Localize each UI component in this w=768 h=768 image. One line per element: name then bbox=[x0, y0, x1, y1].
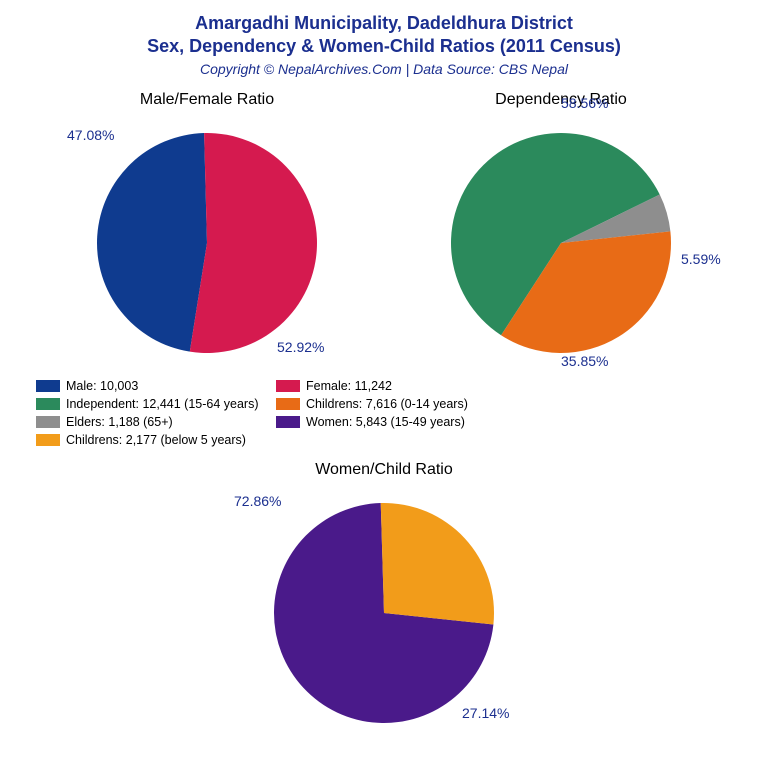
pie-slice bbox=[381, 503, 494, 624]
sex-ratio-chart: Male/Female Ratio 47.08%52.92% bbox=[37, 91, 377, 373]
sex-pie: 47.08%52.92% bbox=[77, 113, 337, 373]
dependency-pie: 58.56%5.59%35.85% bbox=[431, 113, 691, 373]
legend-item: Female: 11,242 bbox=[276, 379, 516, 393]
legend-label: Childrens: 7,616 (0-14 years) bbox=[306, 397, 468, 411]
womenchild-pie: 72.86%27.14% bbox=[254, 483, 514, 743]
pie-slice-label: 47.08% bbox=[67, 127, 114, 143]
pie-slice-label: 35.85% bbox=[561, 353, 608, 369]
dependency-ratio-chart: Dependency Ratio 58.56%5.59%35.85% bbox=[391, 91, 731, 373]
sex-chart-title: Male/Female Ratio bbox=[37, 91, 377, 109]
legend-label: Childrens: 2,177 (below 5 years) bbox=[66, 433, 246, 447]
legend-item: Childrens: 2,177 (below 5 years) bbox=[36, 433, 276, 447]
pie-slice-label: 58.56% bbox=[561, 95, 608, 111]
legend-label: Male: 10,003 bbox=[66, 379, 138, 393]
legend: Male: 10,003 Female: 11,242 Independent: 1… bbox=[0, 373, 768, 451]
legend-label: Female: 11,242 bbox=[306, 379, 392, 393]
pie-slice-label: 5.59% bbox=[681, 251, 721, 267]
legend-item: Childrens: 7,616 (0-14 years) bbox=[276, 397, 516, 411]
womenchild-chart-title: Women/Child Ratio bbox=[214, 461, 554, 479]
legend-swatch bbox=[36, 416, 60, 428]
pie-slice bbox=[97, 133, 207, 352]
page-subtitle: Copyright © NepalArchives.Com | Data Sou… bbox=[0, 61, 768, 77]
legend-swatch bbox=[276, 380, 300, 392]
legend-item: Male: 10,003 bbox=[36, 379, 276, 393]
legend-label: Independent: 12,441 (15-64 years) bbox=[66, 397, 259, 411]
page-title-line2: Sex, Dependency & Women-Child Ratios (20… bbox=[0, 35, 768, 58]
legend-swatch bbox=[276, 416, 300, 428]
page-title-line1: Amargadhi Municipality, Dadeldhura Distr… bbox=[0, 12, 768, 35]
top-charts-row: Male/Female Ratio 47.08%52.92% Dependenc… bbox=[0, 91, 768, 373]
legend-swatch bbox=[36, 380, 60, 392]
pie-slice-label: 27.14% bbox=[462, 705, 509, 721]
women-child-chart: Women/Child Ratio 72.86%27.14% bbox=[214, 461, 554, 743]
legend-item: Independent: 12,441 (15-64 years) bbox=[36, 397, 276, 411]
pie-slice-label: 52.92% bbox=[277, 339, 324, 355]
pie-slice bbox=[190, 133, 317, 353]
legend-label: Women: 5,843 (15-49 years) bbox=[306, 415, 465, 429]
legend-swatch bbox=[276, 398, 300, 410]
legend-item: Elders: 1,188 (65+) bbox=[36, 415, 276, 429]
title-block: Amargadhi Municipality, Dadeldhura Distr… bbox=[0, 0, 768, 77]
legend-swatch bbox=[36, 398, 60, 410]
pie-slice-label: 72.86% bbox=[234, 493, 281, 509]
legend-label: Elders: 1,188 (65+) bbox=[66, 415, 173, 429]
legend-swatch bbox=[36, 434, 60, 446]
legend-item: Women: 5,843 (15-49 years) bbox=[276, 415, 516, 429]
